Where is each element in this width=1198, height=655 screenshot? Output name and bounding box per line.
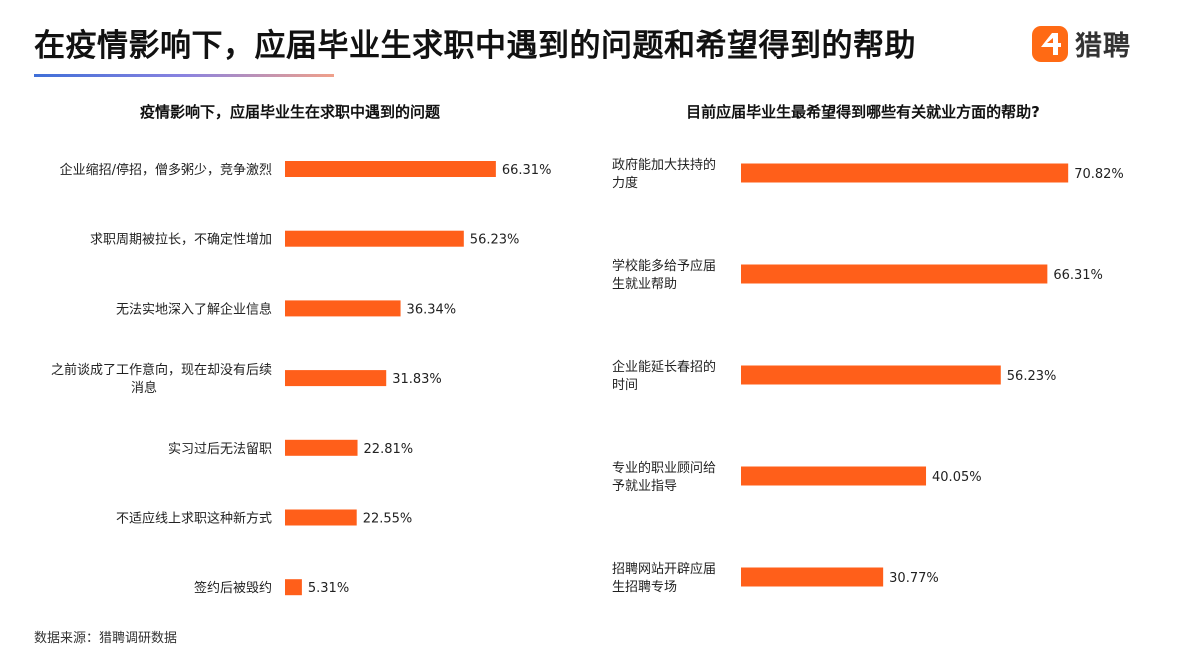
bar [285, 161, 496, 177]
data-label: 31.83% [392, 372, 442, 387]
data-label: 22.81% [364, 442, 414, 457]
category-label: 招聘网站开辟应届生招聘专场 [612, 561, 716, 595]
category-label: 无法实地深入了解企业信息 [116, 301, 272, 317]
liepin-logo-icon [1032, 25, 1068, 62]
category-label: 签约后被毁约 [194, 580, 272, 596]
chart-help-wanted-svg: 目前应届毕业生最希望得到哪些有关就业方面的帮助? 政府能加大扶持的力度 70.82%… [612, 103, 1124, 595]
bar [285, 439, 358, 456]
data-label: 5.31% [308, 581, 349, 596]
bar [285, 230, 464, 247]
chart-help-wanted: 目前应届毕业生最希望得到哪些有关就业方面的帮助? 政府能加大扶持的力度 70.82%… [600, 90, 1198, 620]
bar [285, 300, 401, 317]
data-label: 36.34% [407, 302, 457, 317]
data-label: 66.31% [1053, 268, 1103, 283]
bar [741, 365, 1001, 385]
category-label: 实习过后无法留职 [168, 442, 272, 457]
data-label: 56.23% [470, 233, 520, 248]
data-label: 56.23% [1007, 369, 1057, 384]
bar [285, 579, 302, 596]
brand-name: 猎聘 [1075, 31, 1131, 62]
category-label: 不适应线上求职这种新方式 [116, 511, 272, 527]
data-label: 66.31% [502, 163, 552, 178]
category-label: 企业能延长春招的时间 [612, 359, 716, 393]
chart-title: 目前应届毕业生最希望得到哪些有关就业方面的帮助? [686, 103, 1040, 121]
bar [741, 163, 1069, 183]
bar [741, 567, 884, 587]
data-source-note: 数据来源：猎聘调研数据 [34, 631, 178, 646]
category-label: 专业的职业顾问给予就业指导 [612, 460, 716, 494]
title-underline [34, 74, 334, 77]
category-label: 求职周期被拉长，不确定性增加 [90, 233, 272, 248]
brand-logo: 猎聘 [1032, 24, 1131, 63]
data-label: 70.82% [1074, 167, 1124, 182]
category-label: 之前谈成了工作意向，现在却没有后续消息 [51, 362, 272, 396]
page-title: 在疫情影响下，应届毕业生求职中遇到的问题和希望得到的帮助 [34, 28, 916, 64]
bar [741, 466, 927, 486]
chart-job-problems: 疫情影响下，应届毕业生在求职中遇到的问题企业缩招/停招，僧多粥少，竞争激烈 66.… [0, 90, 600, 620]
category-label: 企业缩招/停招，僧多粥少，竞争激烈 [60, 162, 272, 178]
bar [285, 370, 387, 387]
chart-title: 疫情影响下，应届毕业生在求职中遇到的问题 [140, 103, 441, 121]
data-label: 30.77% [889, 571, 939, 586]
data-label: 22.55% [363, 512, 413, 527]
bar [285, 509, 357, 526]
category-label: 政府能加大扶持的力度 [612, 157, 716, 191]
data-label: 40.05% [932, 470, 982, 485]
category-label: 学校能多给予应届生就业帮助 [612, 258, 716, 292]
header: 在疫情影响下，应届毕业生求职中遇到的问题和希望得到的帮助 猎聘 [0, 0, 1198, 90]
bar [741, 264, 1048, 284]
